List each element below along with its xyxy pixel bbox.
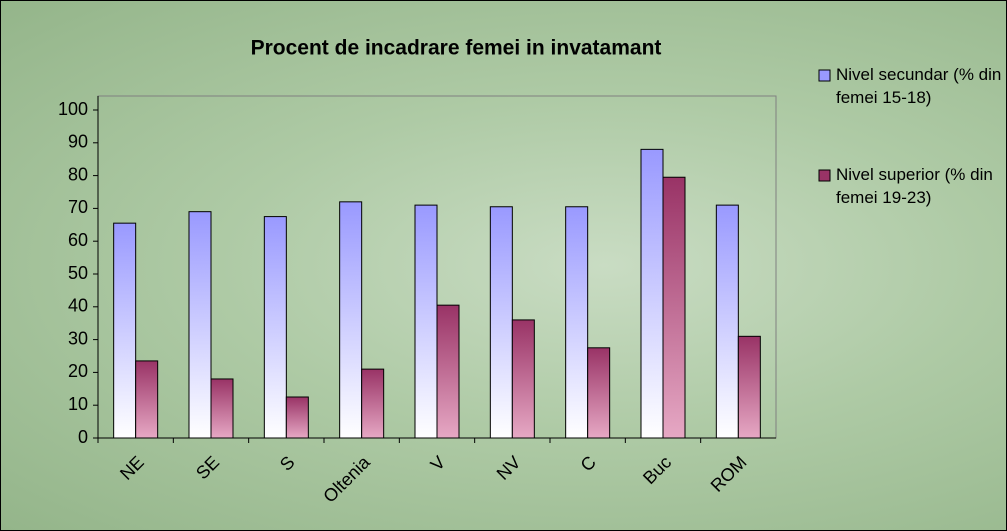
y-tick-label: 10 — [68, 394, 88, 414]
legend-marker — [819, 70, 830, 81]
bar — [738, 336, 760, 438]
legend-label: Nivel secundar (% din femei 15-18) — [836, 63, 1007, 109]
y-tick-label: 70 — [68, 197, 88, 217]
chart-title: Procent de incadrare femei in invatamant — [251, 37, 662, 60]
x-tick-label: SE — [192, 452, 223, 483]
y-tick-label: 30 — [68, 328, 88, 348]
y-tick-label: 60 — [68, 230, 88, 250]
bar — [566, 207, 588, 438]
x-tick-label: Buc — [639, 452, 675, 488]
y-tick-label: 100 — [58, 99, 88, 119]
y-tick-label: 20 — [68, 361, 88, 381]
y-tick-label: 0 — [78, 427, 88, 447]
bar — [189, 212, 211, 438]
bar — [663, 177, 685, 438]
x-tick-label: NE — [116, 452, 148, 484]
x-tick-label: S — [276, 452, 299, 475]
y-tick-label: 50 — [68, 263, 88, 283]
x-tick-label: NV — [493, 452, 525, 484]
bar — [437, 305, 459, 438]
legend-label: Nivel superior (% din femei 19-23) — [836, 163, 1007, 209]
x-tick-label: C — [577, 452, 600, 475]
bar — [512, 320, 534, 438]
bar — [114, 223, 136, 438]
bar — [286, 397, 308, 438]
x-tick-label: ROM — [707, 452, 751, 496]
x-tick-label: Oltenia — [319, 451, 374, 506]
bar — [415, 205, 437, 438]
bar — [588, 348, 610, 438]
bar — [264, 217, 286, 438]
y-tick-label: 80 — [68, 164, 88, 184]
bar — [211, 379, 233, 438]
bar — [716, 205, 738, 438]
bar — [136, 361, 158, 438]
chart-area: Procent de incadrare femei in invatamant… — [0, 0, 1007, 531]
y-tick-label: 90 — [68, 132, 88, 152]
bar — [641, 149, 663, 438]
bar — [490, 207, 512, 438]
x-tick-label: V — [427, 452, 450, 475]
legend-marker — [819, 170, 830, 181]
bar — [362, 369, 384, 438]
bar — [340, 202, 362, 438]
y-tick-label: 40 — [68, 296, 88, 316]
